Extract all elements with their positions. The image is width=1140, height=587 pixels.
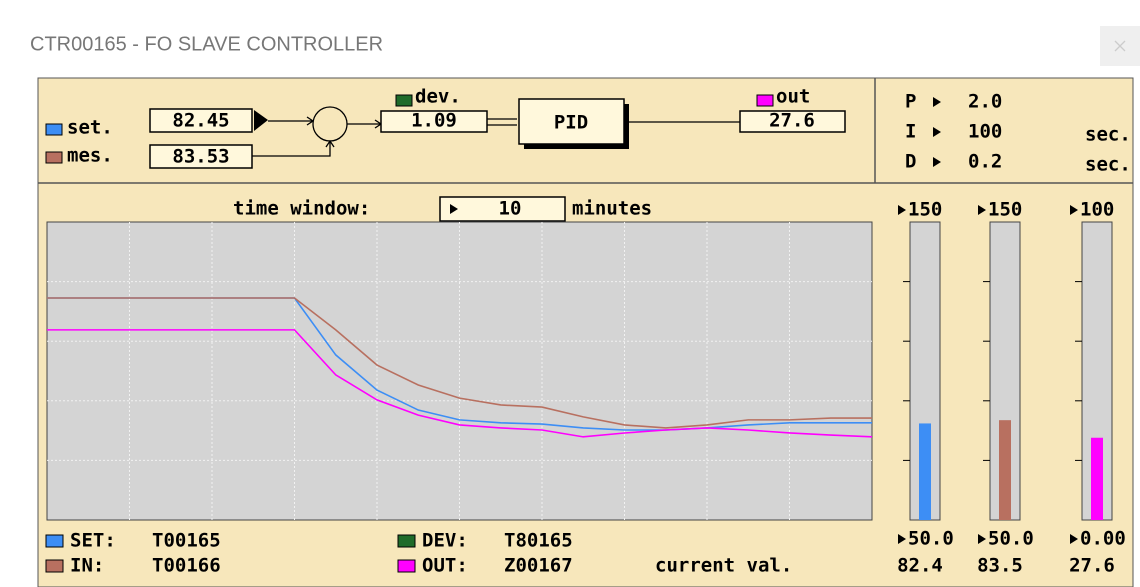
time-window-unit: minutes [572, 198, 652, 220]
set-box [149, 108, 253, 133]
arrow [254, 110, 268, 131]
param-value: 2.0 [968, 91, 1002, 113]
legend-swatch [45, 534, 64, 548]
pid-box [518, 98, 625, 145]
legend-tag: T00166 [152, 555, 221, 577]
out-swatch [756, 94, 774, 107]
legend-tag: T80165 [504, 530, 573, 552]
param-unit: sec. [1085, 124, 1131, 146]
time-window-box[interactable] [439, 196, 566, 222]
set-label: set. [67, 117, 113, 139]
out-value: 27.6 [769, 110, 815, 132]
gauge-min: 50.0 [988, 528, 1034, 550]
legend-key: DEV: [422, 530, 468, 552]
legend-key: SET: [70, 530, 116, 552]
set-value: 82.45 [172, 110, 229, 132]
arrow [978, 205, 986, 215]
gauge-bar [999, 420, 1011, 520]
arrow [933, 157, 941, 167]
gauge-max: 150 [908, 199, 942, 221]
time-window-value: 10 [499, 198, 522, 220]
arrow [978, 534, 986, 544]
dev-value: 1.09 [411, 110, 457, 132]
gauge-bar [919, 423, 931, 520]
arrow [1070, 205, 1078, 215]
arrow [898, 534, 906, 544]
legend-key: OUT: [422, 555, 468, 577]
arrow [933, 97, 941, 107]
legend-tag: T00165 [152, 530, 221, 552]
gauges: 150 50.0 82.4 150 50.0 83.5 100 0.00 27.6 [897, 199, 1126, 577]
out-label: out [776, 86, 810, 108]
legend: SET: T00165 IN: T00166 DEV: T80165 OUT: Z00167 [45, 530, 573, 577]
param-unit: sec. [1085, 154, 1131, 176]
arrow [898, 205, 906, 215]
mes-label: mes. [67, 145, 113, 167]
arrow [1070, 534, 1078, 544]
param-value: 100 [968, 121, 1002, 143]
set-swatch [45, 123, 63, 136]
trend-lines [47, 222, 873, 520]
wire [252, 139, 335, 157]
gauge-bar [1091, 437, 1103, 520]
legend-swatch [397, 534, 416, 548]
legend-key: IN: [70, 555, 104, 577]
trend-line [47, 297, 872, 429]
param-name: D [905, 151, 916, 173]
gauge-max: 150 [988, 199, 1022, 221]
param-name: I [905, 121, 916, 143]
legend-swatch [45, 559, 64, 573]
gauge-min: 50.0 [908, 528, 954, 550]
window-title: CTR00165 - FO SLAVE CONTROLLER [30, 33, 383, 55]
mes-swatch [45, 151, 63, 164]
arrow [450, 204, 458, 214]
legend-tag: Z00167 [504, 555, 573, 577]
trend-line [47, 329, 873, 438]
gauge-min: 0.00 [1080, 528, 1126, 550]
current-value: 82.4 [897, 555, 943, 577]
dev-box [380, 110, 488, 133]
current-value: 27.6 [1069, 555, 1115, 577]
current-value: 83.5 [977, 555, 1023, 577]
dev-label: dev. [415, 86, 461, 108]
out-box [739, 110, 846, 133]
dev-swatch [395, 94, 413, 107]
param-value: 0.2 [968, 151, 1002, 173]
wire [487, 118, 517, 126]
param-name: P [905, 91, 916, 113]
current-val-label: current val. [655, 555, 792, 577]
tuning-params: P 2.0 I 100 sec. D 0.2 sec. [905, 91, 1131, 176]
gauge-max: 100 [1080, 199, 1114, 221]
close-icon [1114, 40, 1126, 52]
time-window-label: time window: [233, 198, 370, 220]
legend-swatch [397, 559, 416, 573]
mes-value: 83.53 [172, 146, 229, 168]
arrow [933, 127, 941, 137]
pid-label: PID [554, 112, 588, 134]
